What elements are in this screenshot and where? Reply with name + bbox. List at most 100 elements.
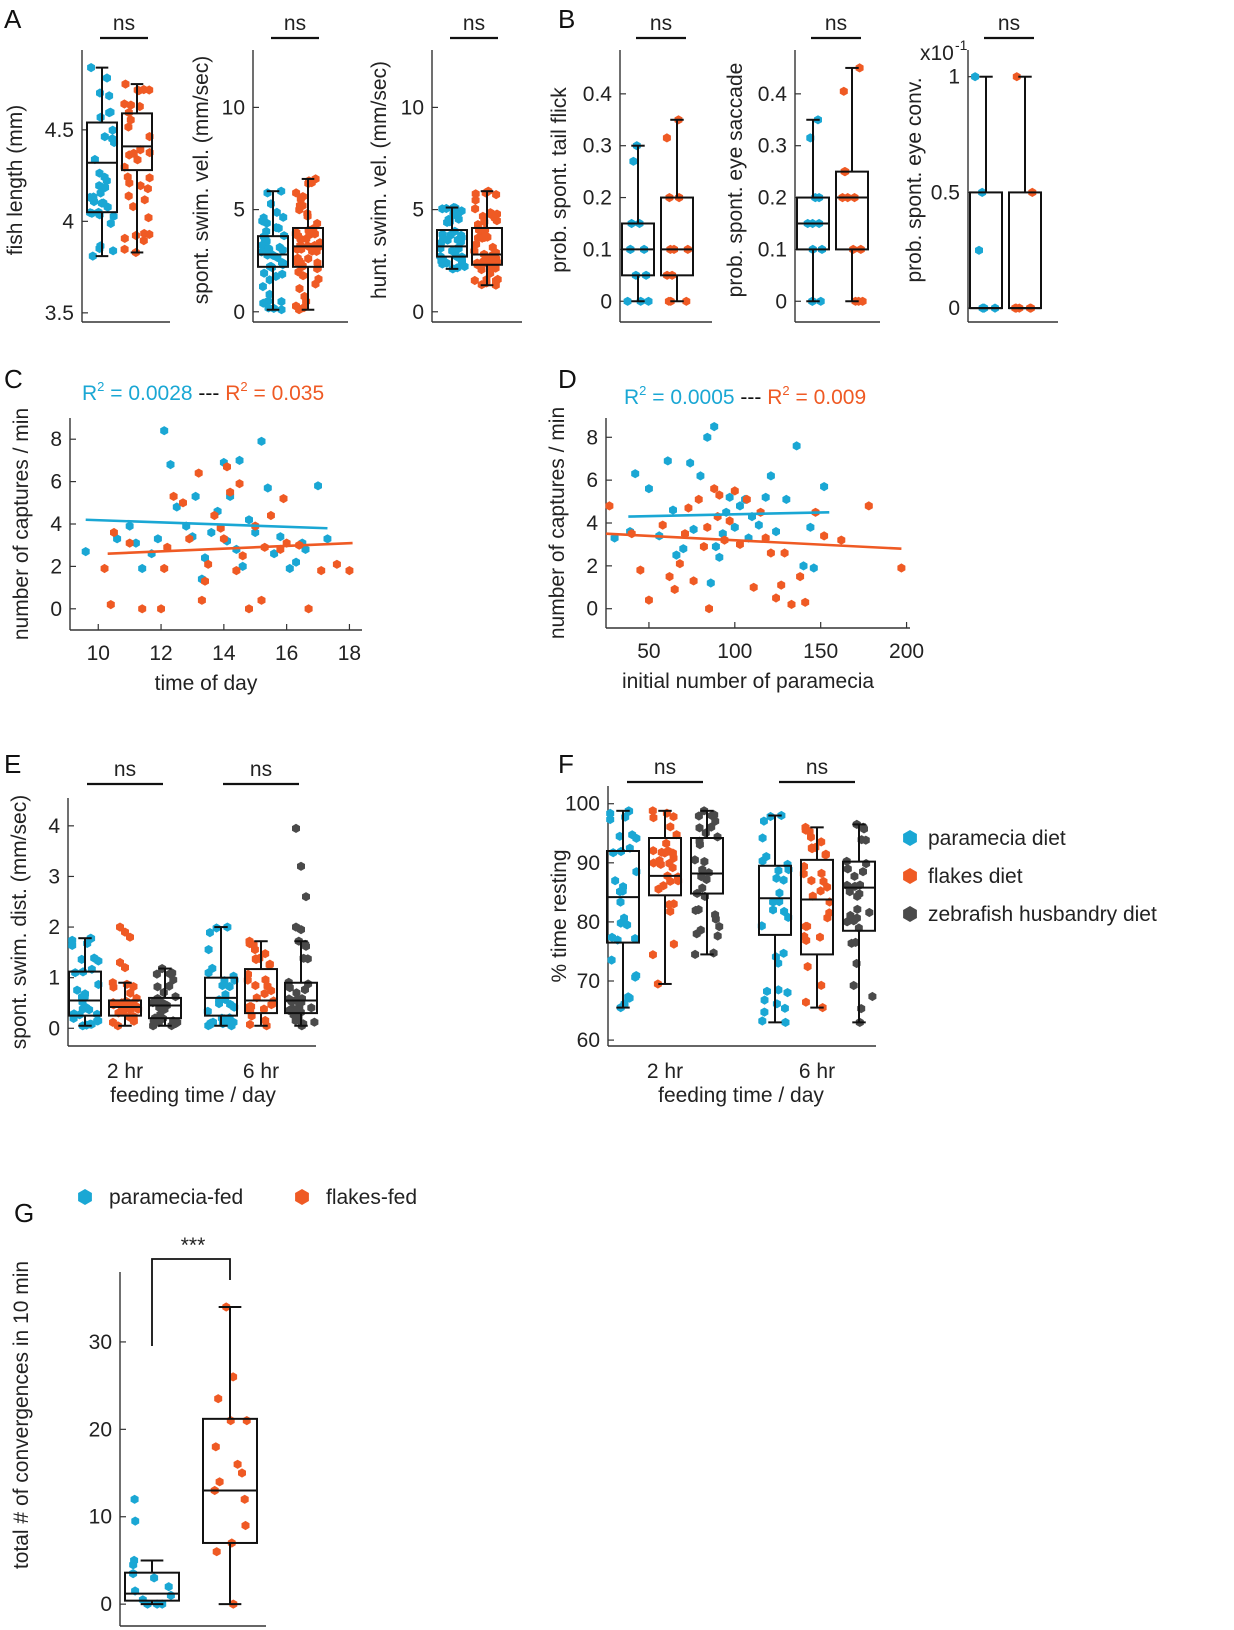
chart-f-husbandry-point xyxy=(865,907,874,918)
chart-f-husbandry-point xyxy=(849,980,858,991)
panel-letter-d: D xyxy=(558,364,577,394)
chart-a-1-paramecia-point xyxy=(105,91,114,101)
chart-c-paramecia-point xyxy=(323,534,332,544)
chart-f-ytick-label: 70 xyxy=(577,970,600,993)
chart-f-6hr-sig-label: ns xyxy=(806,756,828,779)
chart-a-1-paramecia-point xyxy=(102,176,111,186)
chart-f-flakes-point xyxy=(669,853,678,863)
chart-a-3-ytick-label: 0 xyxy=(412,301,424,324)
chart-a-1-ytick-label: 4.5 xyxy=(45,119,74,142)
chart-b-2-sig-label: ns xyxy=(825,12,847,35)
chart-f-2hr-sig-label: ns xyxy=(654,756,676,779)
chart-e-husbandry-point xyxy=(291,1016,300,1026)
chart-b-3-ytick-label: 0.5 xyxy=(931,181,960,204)
chart-d-ytick-label: 4 xyxy=(586,512,598,535)
chart-e-ytick-label: 2 xyxy=(48,916,60,939)
chart-d-flakes-point xyxy=(670,584,679,594)
chart-f-husbandry-point xyxy=(853,891,862,901)
chart-b-1-flakes-box xyxy=(660,196,694,277)
chart-b-3-paramecia-point xyxy=(971,72,980,82)
chart-g-ytick-label: 10 xyxy=(89,1506,112,1529)
chart-b-1-flakes-point xyxy=(662,133,671,143)
chart-f-flakes-point xyxy=(823,913,832,923)
chart-a-3-ylabel: hunt. swim. vel. (mm/sec) xyxy=(368,61,391,299)
chart-a-1-flakes-point xyxy=(125,178,134,188)
chart-c-paramecia-fit-line xyxy=(85,518,328,530)
chart-d-flakes-point xyxy=(801,597,810,607)
chart-a-3-flakes-point xyxy=(492,216,501,226)
chart-e-ylabel: spont. swim. dist. (mm/sec) xyxy=(8,795,31,1049)
chart-g-flakes-point xyxy=(214,1394,223,1404)
chart-c-paramecia-point xyxy=(270,549,279,559)
chart-b-3: 0 0.5 1 prob. spont. eye conv. ns x10 -1 xyxy=(903,12,1058,323)
chart-d-paramecia-point xyxy=(663,456,672,466)
chart-c-xtick-label: 14 xyxy=(212,642,236,665)
chart-d-r2-sup-paramecia: 2 xyxy=(639,383,646,398)
chart-d-ytick-label: 6 xyxy=(586,469,598,492)
chart-e-husbandry-point xyxy=(153,982,162,992)
chart-b-2-ytick-label: 0.4 xyxy=(758,83,788,106)
chart-g-flakes-point xyxy=(241,1520,250,1531)
chart-f-husbandry-point xyxy=(843,864,852,874)
chart-c-paramecia-point xyxy=(166,460,175,470)
chart-f-flakes-point xyxy=(803,921,812,931)
chart-a-2-paramecia-box xyxy=(257,235,289,268)
chart-c-xtick-label: 16 xyxy=(275,642,298,665)
chart-c-paramecia-point xyxy=(191,491,200,501)
chart-e-husbandry-outlier xyxy=(302,892,310,902)
chart-d-paramecia-point xyxy=(710,422,719,432)
chart-d-flakes-point xyxy=(837,535,846,545)
chart-b-3-sig-label: ns xyxy=(998,12,1020,35)
chart-a-3: 0 5 10 hunt. swim. vel. (mm/sec) ns xyxy=(368,12,522,324)
chart-d: 50 100 150 200 0 2 4 6 8 number of captures / min… xyxy=(546,383,924,693)
chart-e: 0 1 2 3 4 spont. swim. dist. (mm/sec) 2 hr ns 6 … xyxy=(8,758,319,1107)
chart-g-paramecia-point xyxy=(130,1494,139,1504)
chart-f-husbandry-point xyxy=(711,816,720,826)
chart-a-1-paramecia-point xyxy=(89,192,98,202)
chart-c-ytick-label: 4 xyxy=(50,513,62,536)
chart-g: 0 10 20 30 total # of convergences in 10 min… xyxy=(10,1234,266,1627)
chart-e-husbandry-point xyxy=(307,1003,316,1013)
chart-e-2hr-sig-label: ns xyxy=(114,758,136,781)
chart-d-ytick-label: 8 xyxy=(586,426,598,449)
chart-a-1-flakes-point xyxy=(143,184,152,194)
chart-c-flakes-point xyxy=(267,510,275,521)
chart-f-paramecia-point xyxy=(769,905,777,915)
chart-c-flakes-point xyxy=(279,494,288,504)
chart-e-husbandry-point xyxy=(169,975,178,985)
chart-f-paramecia-point xyxy=(607,955,616,965)
chart-d-paramecia-point xyxy=(696,471,705,481)
chart-f-paramecia-point xyxy=(758,833,767,843)
chart-a-2-paramecia-point xyxy=(264,243,273,254)
chart-b-2-ytick-label: 0.1 xyxy=(758,238,787,261)
chart-f-paramecia-point xyxy=(615,831,624,841)
chart-f-flakes-point xyxy=(649,858,658,868)
chart-e-paramecia-point xyxy=(225,982,234,992)
chart-e-ytick-label: 1 xyxy=(48,967,60,990)
panel-letters: A B C D E F G xyxy=(4,4,577,1228)
chart-f-paramecia-point xyxy=(775,888,784,898)
chart-f-flakes-point xyxy=(649,846,658,856)
chart-a-2-paramecia-point xyxy=(274,223,283,233)
chart-a-1-flakes-point xyxy=(144,213,153,223)
chart-f-paramecia-point xyxy=(625,993,634,1003)
chart-a-1-paramecia-point xyxy=(103,73,111,83)
chart-a-1-paramecia-point xyxy=(88,251,97,261)
chart-d-flakes-point xyxy=(636,565,645,575)
chart-f-paramecia-point xyxy=(616,897,625,907)
chart-e-flakes-box xyxy=(244,968,278,1015)
chart-a-2-paramecia-point xyxy=(265,289,274,299)
chart-c-r2-value-flakes: = 0.035 xyxy=(248,382,324,405)
chart-e-husbandry-point xyxy=(152,969,161,979)
chart-e-paramecia-point xyxy=(78,1004,87,1014)
chart-a-2-paramecia-point xyxy=(262,218,271,228)
chart-d-flakes-point xyxy=(761,533,770,543)
chart-e-husbandry-point xyxy=(295,1002,304,1012)
chart-c-paramecia-point xyxy=(153,534,162,544)
chart-g-flakes-point xyxy=(238,1468,246,1478)
chart-d-flakes-point xyxy=(749,582,758,592)
chart-a-1-flakes-point xyxy=(145,173,154,183)
chart-a-1-ytick-label: 4 xyxy=(62,210,74,233)
chart-e-paramecia-box xyxy=(204,976,238,1017)
